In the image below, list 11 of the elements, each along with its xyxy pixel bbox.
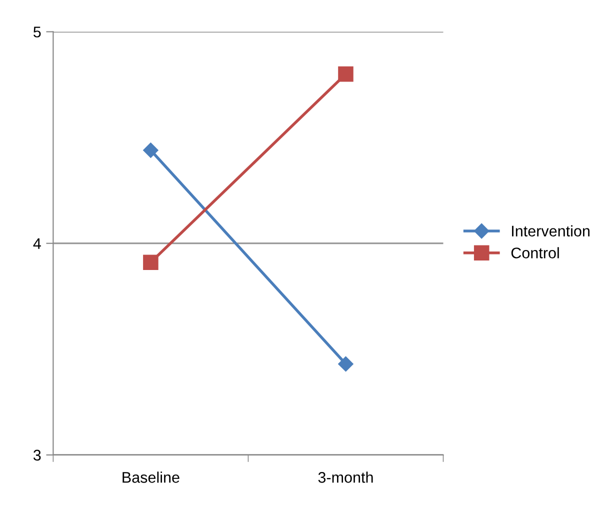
y-tick-label: 3	[33, 450, 41, 461]
point	[338, 356, 354, 372]
legend-label: Intervention	[512, 225, 590, 236]
point	[143, 254, 158, 270]
y-tick-label: 4	[33, 238, 41, 249]
x-tick-label: Baseline	[122, 472, 180, 483]
y-tick-label: 5	[34, 26, 41, 38]
point	[338, 66, 354, 82]
x-tick-label: 3-month	[318, 472, 373, 483]
point	[143, 142, 158, 158]
legend-label: Control	[511, 247, 559, 258]
